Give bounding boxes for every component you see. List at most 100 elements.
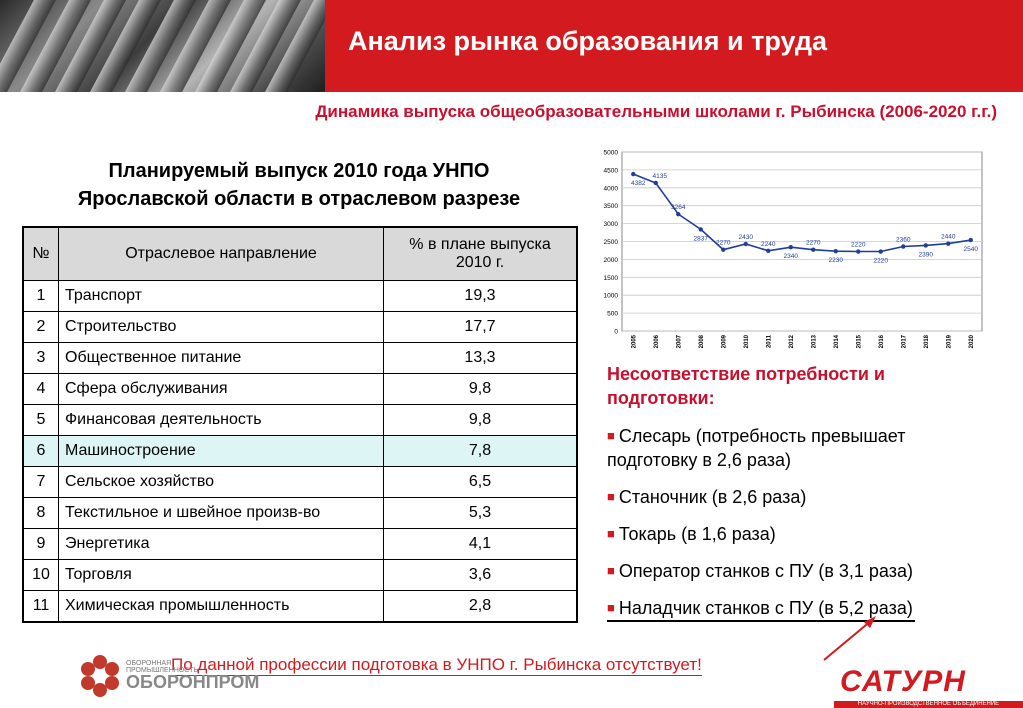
x-tick-label: 2006	[654, 334, 660, 348]
row-name: Торговля	[58, 559, 384, 591]
x-tick-label: 2007	[676, 334, 682, 348]
data-label: 2440	[941, 234, 956, 241]
table-row-highlighted: 6 Машиностроение 7,8	[22, 435, 578, 467]
row-number: 3	[22, 342, 59, 374]
row-number: 1	[22, 280, 59, 312]
row-name: Машиностроение	[58, 435, 384, 467]
x-tick-label: 2017	[901, 334, 907, 348]
row-percent: 9,8	[383, 404, 578, 436]
y-tick-label: 4000	[604, 185, 619, 192]
row-number: 8	[22, 497, 59, 529]
x-tick-label: 2019	[946, 334, 952, 348]
row-number: 7	[22, 466, 59, 498]
x-tick-label: 2011	[766, 334, 772, 348]
table-title-line-1: Планируемый выпуск 2010 года УНПО	[108, 160, 490, 182]
list-item-text: Оператор станков с ПУ (в 3,1 раза)	[618, 561, 913, 581]
data-label: 2340	[784, 253, 799, 260]
series-line	[633, 173, 971, 253]
oboronprom-flower-icon	[81, 655, 119, 697]
table-row: 2 Строительство 17,7	[22, 311, 578, 343]
y-tick-label: 0	[614, 329, 618, 336]
saturn-logo: САТУРН НАУЧНО-ПРОИЗВОДСТВЕННОЕ ОБЪЕДИНЕН…	[834, 665, 1023, 708]
row-number: 6	[22, 435, 59, 467]
table-header-row: № Отраслевое направление % в плане выпус…	[22, 226, 578, 281]
row-percent: 5,3	[383, 497, 578, 529]
row-number: 4	[22, 373, 59, 405]
data-label: 2220	[874, 258, 889, 265]
data-label: 2220	[851, 242, 866, 249]
y-tick-label: 2000	[604, 257, 619, 264]
row-percent: 7,8	[383, 435, 578, 467]
x-tick-label: 2008	[699, 334, 705, 348]
row-percent: 13,3	[383, 342, 578, 374]
data-point	[788, 245, 793, 250]
chart-svg: 0 500 1000 1500 2000 2500 3000 3500 4000 4500 5000…	[604, 150, 983, 348]
data-point	[721, 247, 726, 252]
data-point	[901, 244, 906, 249]
row-name: Сфера обслуживания	[58, 373, 384, 405]
header-direction: Отраслевое направление	[58, 226, 384, 281]
mismatch-title: Несоответствие потребности и подготовки:	[607, 364, 885, 408]
row-name: Сельское хозяйство	[58, 466, 384, 498]
table-title-line-2: Ярославской области в отраслевом разрезе	[77, 188, 521, 210]
x-tick-label: 2012	[789, 334, 795, 348]
data-point	[698, 227, 703, 232]
data-point	[743, 241, 748, 247]
row-number: 9	[22, 528, 59, 560]
x-tick-label: 2015	[856, 334, 862, 348]
y-tick-label: 4500	[604, 167, 619, 174]
data-label: 3264	[671, 204, 686, 211]
table-row: 8 Текстильное и швейное произв-во 5,3	[22, 497, 578, 529]
row-number: 10	[22, 559, 59, 591]
data-point	[878, 249, 883, 254]
table-row: 5 Финансовая деятельность 9,8	[22, 404, 578, 436]
data-label: 4382	[631, 180, 646, 187]
data-point	[856, 249, 861, 254]
y-tick-label: 1000	[604, 293, 619, 300]
data-point	[653, 180, 658, 186]
data-point	[676, 211, 681, 217]
table-row: 3 Общественное питание 13,3	[22, 342, 578, 374]
row-percent: 17,7	[383, 311, 578, 343]
oboronprom-logo: ОБОРОННАЯ ПРОМЫШЛЕННОСТЬ ОБОРОНПРОМ	[78, 652, 259, 700]
saturn-wordmark: САТУРН	[840, 665, 966, 698]
page-title: Анализ рынка образования и труда	[348, 26, 828, 56]
list-item-text: Токарь (в 1,6 раза)	[618, 524, 776, 544]
bullet-square-icon: ■	[607, 489, 615, 504]
row-name: Транспорт	[58, 280, 384, 312]
data-label: 4135	[653, 173, 668, 180]
data-label: 2430	[739, 234, 754, 241]
oboronprom-name: ОБОРОНПРОМ	[126, 672, 260, 692]
graduates-line-chart: 0 500 1000 1500 2000 2500 3000 3500 4000 4500 5000…	[592, 146, 986, 358]
bullet-square-icon: ■	[607, 563, 615, 578]
row-name: Химическая промышленность	[58, 590, 384, 623]
header-number: №	[22, 226, 59, 281]
list-item: ■ Токарь (в 1,6 раза)	[607, 522, 997, 546]
data-label: 2390	[919, 251, 934, 258]
data-point	[811, 247, 816, 252]
oboronprom-caption: ОБОРОННАЯ ПРОМЫШЛЕННОСТЬ	[126, 660, 198, 674]
table-title: Планируемый выпуск 2010 года УНПО Яросла…	[20, 157, 578, 213]
arrow-icon	[823, 616, 876, 661]
row-number: 2	[22, 311, 59, 343]
row-percent: 19,3	[383, 280, 578, 312]
data-label: 2230	[829, 257, 844, 264]
data-label: 2240	[761, 241, 776, 248]
y-tick-label: 5000	[604, 150, 619, 157]
y-tick-label: 1500	[604, 275, 619, 282]
x-tick-label: 2009	[721, 334, 727, 348]
list-item-text: Станочник (в 2,6 раза)	[618, 487, 807, 507]
row-percent: 2,8	[383, 590, 578, 623]
saturn-tagline: НАУЧНО-ПРОИЗВОДСТВЕННОЕ ОБЪЕДИНЕНИЕ	[834, 701, 1023, 708]
industry-plan-table: № Отраслевое направление % в плане выпус…	[22, 226, 578, 623]
table-row: 4 Сфера обслуживания 9,8	[22, 373, 578, 405]
data-label: 2540	[964, 246, 979, 253]
table-row: 7 Сельское хозяйство 6,5	[22, 466, 578, 498]
data-point	[968, 237, 973, 243]
data-label: 2360	[896, 237, 911, 244]
y-tick-label: 2500	[604, 239, 619, 246]
row-name: Общественное питание	[58, 342, 384, 374]
bullet-square-icon: ■	[607, 428, 615, 443]
data-point	[833, 248, 838, 254]
x-tick-label: 2020	[969, 334, 975, 348]
